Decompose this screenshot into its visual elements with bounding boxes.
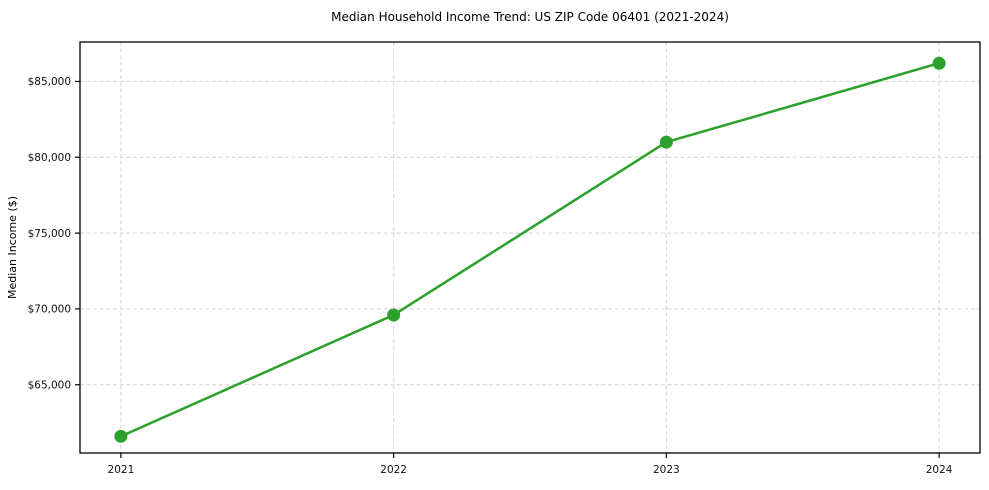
x-tick-label: 2022 xyxy=(380,464,407,476)
x-tick-label: 2023 xyxy=(653,464,680,476)
data-point xyxy=(114,429,128,443)
chart-title: Median Household Income Trend: US ZIP Co… xyxy=(331,10,729,24)
x-tick-label: 2021 xyxy=(108,464,135,476)
plot-border xyxy=(79,41,981,454)
y-tick-label: $80,000 xyxy=(28,152,71,164)
data-point xyxy=(659,135,673,149)
plot-area: $65,000 $70,000 $75,000 $80,000 $85,000 2021 2… xyxy=(28,41,981,476)
y-tick-label: $85,000 xyxy=(28,76,71,88)
y-tick-label: $75,000 xyxy=(28,228,71,240)
data-point xyxy=(932,56,946,70)
y-tick-label: $65,000 xyxy=(28,380,71,392)
y-tick-label: $70,000 xyxy=(28,304,71,316)
x-tick-label: 2024 xyxy=(926,464,953,476)
y-axis-label: Median Income ($) xyxy=(6,196,19,299)
trend-line xyxy=(119,61,941,438)
data-point xyxy=(387,308,401,322)
